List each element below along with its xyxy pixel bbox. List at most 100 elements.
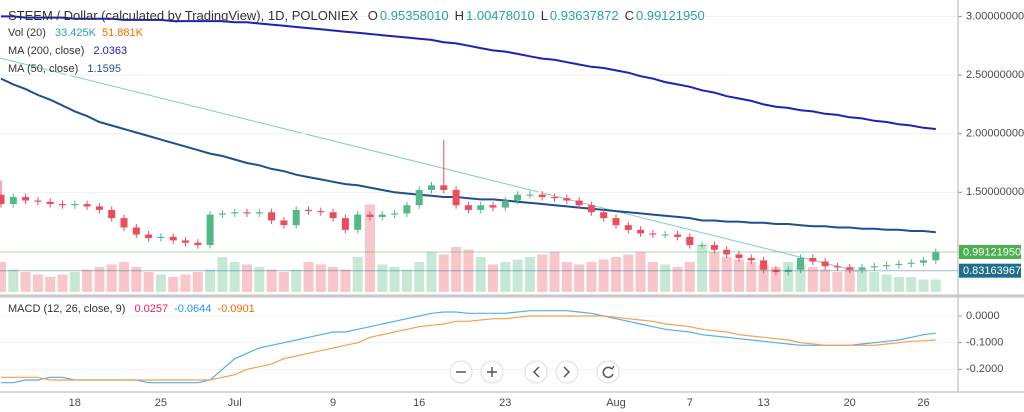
candle-body <box>846 267 854 270</box>
candle-body <box>403 205 411 214</box>
candle-body <box>932 252 940 261</box>
candle-body <box>231 212 239 214</box>
volume-bar <box>352 257 363 292</box>
volume-bar <box>315 264 326 292</box>
volume-bar <box>574 264 585 292</box>
volume-bar <box>684 262 695 292</box>
x-tick-label: Aug <box>606 397 626 409</box>
candle-body <box>649 233 657 235</box>
candle-body <box>391 213 399 215</box>
volume-bar <box>623 254 634 292</box>
candle-body <box>120 218 128 228</box>
volume-bar <box>340 269 351 292</box>
candle-body <box>698 245 706 247</box>
candle-body <box>243 212 251 214</box>
volume-bar <box>475 257 486 292</box>
candle-body <box>354 214 362 230</box>
ma-name: MA (50, close) <box>8 63 79 75</box>
ohlc-value: 1.00478010 <box>466 8 535 23</box>
volume-bar <box>918 279 929 292</box>
candle-body <box>477 205 485 210</box>
candle-body <box>501 200 509 208</box>
scroll-right-button[interactable] <box>555 360 579 384</box>
macd-title: MACD (12, 26, close, 9) <box>8 303 126 315</box>
x-tick-label: 20 <box>844 397 856 409</box>
volume-bar <box>746 262 757 292</box>
candle-body <box>83 204 91 207</box>
scroll-left-button[interactable] <box>524 360 548 384</box>
line-series <box>1 310 936 384</box>
candle-body <box>895 263 903 266</box>
candle-body <box>206 214 214 246</box>
y-tick-label: 1.50000000 <box>966 186 1024 198</box>
ma-value: 2.0363 <box>93 45 128 57</box>
ma-value: 1.1595 <box>87 63 122 75</box>
candle-body <box>784 269 792 273</box>
volume-bar <box>20 272 31 292</box>
ohlc-value: 0.93637872 <box>549 8 619 23</box>
ohlc-value: 0.99121950 <box>636 8 705 23</box>
volume-bar <box>192 272 203 292</box>
volume-bar <box>143 272 154 292</box>
y-tick-label: -0.1000 <box>966 337 1003 349</box>
price-label: 0.99121950 <box>963 246 1021 258</box>
y-tick-label: 3.00000000 <box>966 10 1024 22</box>
volume-bar <box>660 264 671 292</box>
volume-bar <box>697 244 708 292</box>
volume-bar <box>807 267 818 292</box>
trend-line <box>0 57 861 273</box>
candle-body <box>268 212 276 221</box>
volume-bar <box>488 264 498 292</box>
x-tick-label: 7 <box>687 397 693 409</box>
candle-body <box>218 213 226 215</box>
symbol-legend: STEEM / Dollar (calculated by TradingVie… <box>8 9 717 23</box>
macd-value: -0.0901 <box>217 303 255 315</box>
candle-body <box>833 266 841 268</box>
volume-bar <box>906 277 917 292</box>
volume-bar <box>930 279 941 292</box>
volume-bar <box>69 272 80 292</box>
volume-bar <box>217 257 228 292</box>
volume-bar <box>205 269 216 292</box>
volume-bar <box>45 277 56 292</box>
x-tick-label: 13 <box>757 397 769 409</box>
volume-bar <box>721 257 732 292</box>
price-label: 0.83163967 <box>963 265 1021 277</box>
reset-button[interactable] <box>596 360 620 384</box>
volume-bar <box>291 269 302 292</box>
candle-body <box>280 220 288 226</box>
volume-bar <box>180 274 191 292</box>
candle-body <box>600 212 608 219</box>
volume-bar <box>783 262 794 292</box>
ohlc-value: 0.95358010 <box>379 8 449 23</box>
candle-body <box>870 266 878 268</box>
candle-body <box>551 197 558 199</box>
volume-bar <box>155 274 166 292</box>
candle-body <box>34 200 42 202</box>
y-tick-label: 0.0000 <box>966 310 1000 322</box>
ohlc-key: C <box>624 8 634 23</box>
volume-bar <box>857 269 867 292</box>
y-tick-label: -0.2000 <box>966 363 1003 375</box>
candle-body <box>747 257 755 261</box>
volume-bar <box>869 272 880 292</box>
volume-bar <box>672 267 683 292</box>
volume-bar <box>586 262 597 292</box>
y-tick-label: 2.00000000 <box>966 128 1024 140</box>
price-label-box <box>959 263 1021 278</box>
candle-body <box>9 197 17 205</box>
ohlc-legend: O 0.95358010 H 1.00478010 L 0.93637872 C 0.9912… <box>368 8 711 23</box>
candle-body <box>723 249 731 255</box>
ma50-legend: MA (50, close) 1.1595 <box>8 62 127 76</box>
candle-body <box>255 212 263 214</box>
zoom-out-button[interactable] <box>449 360 473 384</box>
x-tick-label: 26 <box>917 397 929 409</box>
volume-bar <box>463 249 474 292</box>
candle-body <box>415 189 423 206</box>
zoom-toolbar <box>449 360 620 384</box>
candle-body <box>440 185 448 190</box>
volume-bar <box>893 277 904 292</box>
zoom-in-button[interactable] <box>480 360 504 384</box>
line-series <box>1 315 936 381</box>
